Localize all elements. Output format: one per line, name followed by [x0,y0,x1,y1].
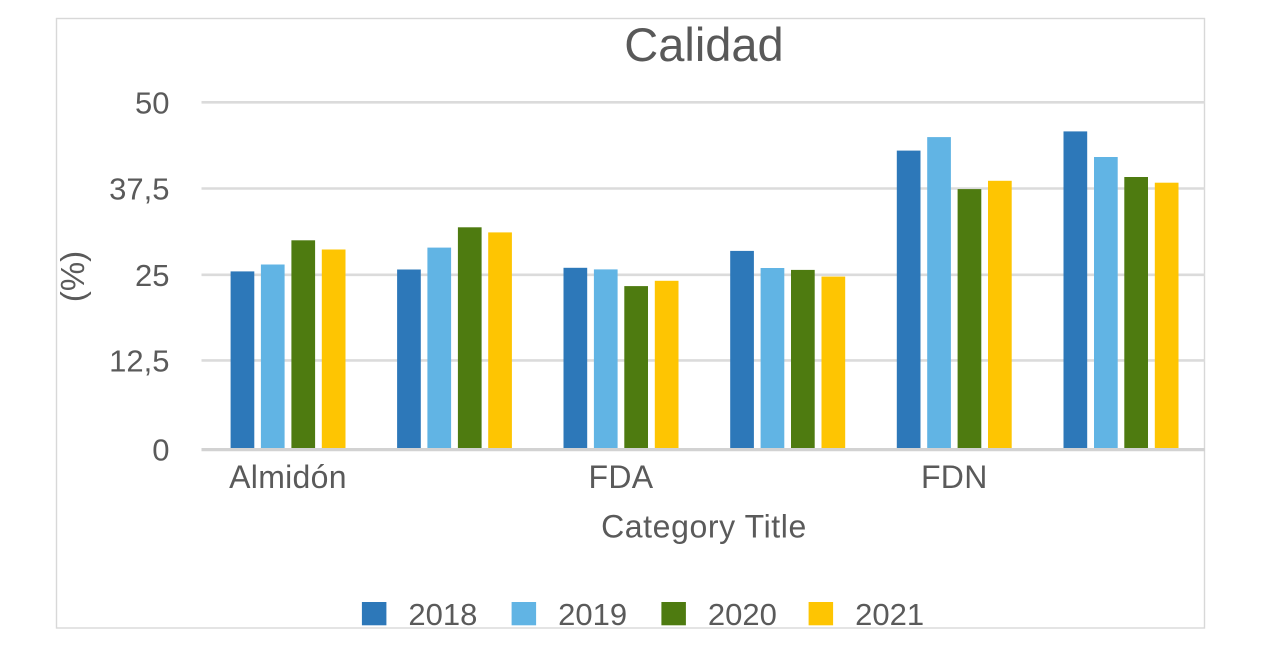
svg-text:Almidón: Almidón [229,459,347,495]
svg-text:FDA: FDA [589,459,654,495]
svg-text:50: 50 [135,85,169,120]
svg-text:37,5: 37,5 [109,172,169,207]
svg-text:FDN: FDN [921,459,988,495]
svg-text:2021: 2021 [855,597,924,632]
svg-text:25: 25 [135,258,169,293]
svg-text:2020: 2020 [708,597,777,632]
svg-text:2019: 2019 [558,597,627,632]
svg-text:(%): (%) [54,251,91,302]
svg-text:0: 0 [152,432,169,467]
svg-text:Category Title: Category Title [601,509,807,545]
svg-text:12,5: 12,5 [109,344,169,379]
svg-text:2018: 2018 [408,597,477,632]
svg-text:Calidad: Calidad [624,18,783,71]
